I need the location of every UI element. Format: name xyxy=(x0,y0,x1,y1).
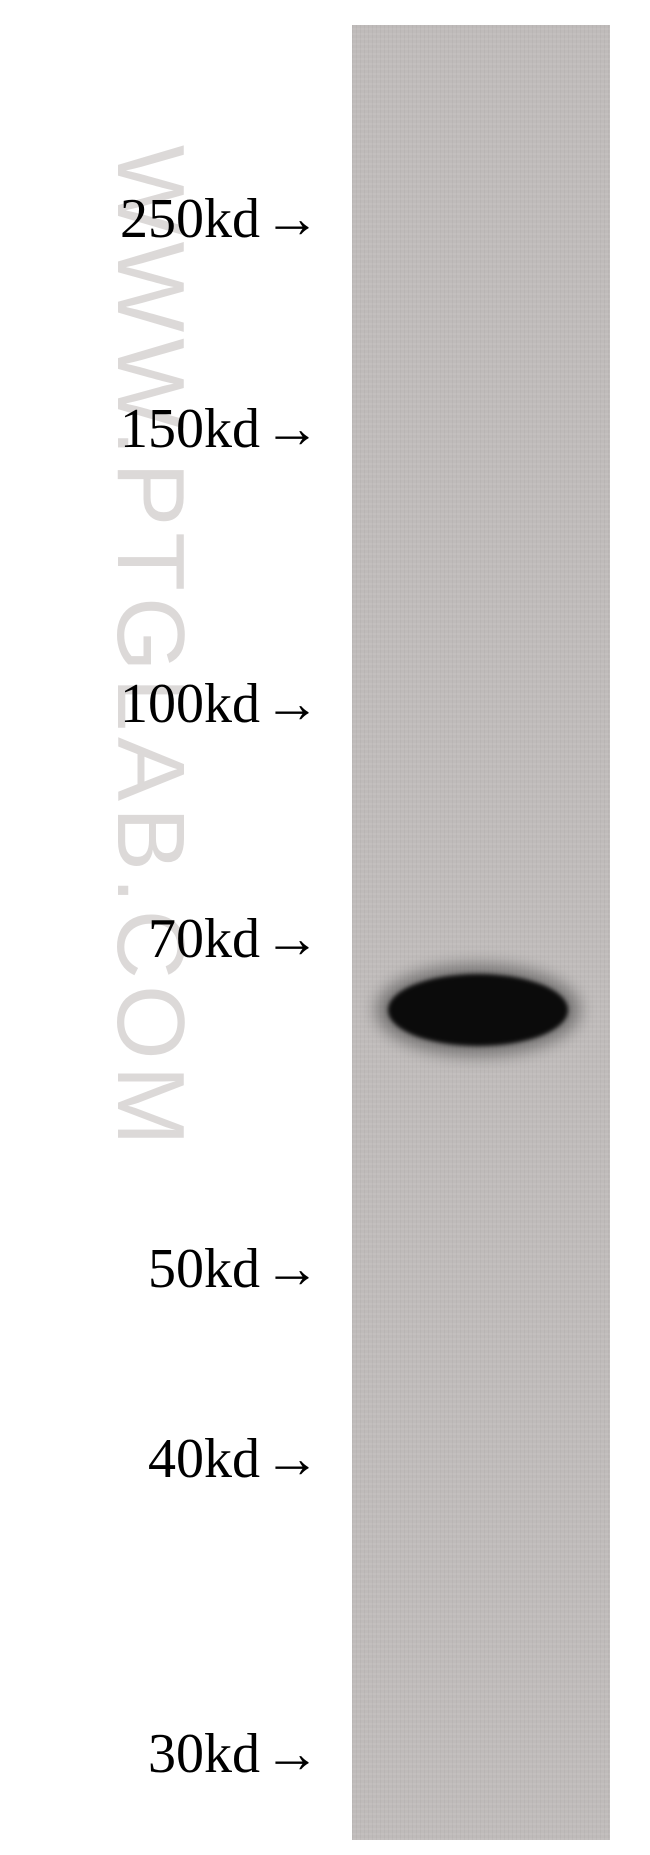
arrow-right-icon: → xyxy=(264,907,320,971)
arrow-right-icon: → xyxy=(264,397,320,461)
mw-marker-label: 30kd xyxy=(148,1722,260,1786)
arrow-right-icon: → xyxy=(264,1237,320,1301)
mw-marker: 250kd→ xyxy=(120,185,320,252)
mw-marker: 30kd→ xyxy=(148,1720,320,1787)
blot-lane xyxy=(352,25,610,1840)
arrow-right-icon: → xyxy=(264,1427,320,1491)
band xyxy=(388,974,568,1046)
arrow-right-icon: → xyxy=(264,672,320,736)
mw-marker-label: 70kd xyxy=(148,907,260,971)
arrow-right-icon: → xyxy=(264,187,320,251)
mw-marker-label: 40kd xyxy=(148,1427,260,1491)
mw-marker: 40kd→ xyxy=(148,1425,320,1492)
mw-marker: 50kd→ xyxy=(148,1235,320,1302)
mw-marker-label: 100kd xyxy=(120,672,260,736)
blot-figure: WWW.PTGLAB.COM250kd→150kd→100kd→70kd→50k… xyxy=(0,0,650,1855)
mw-marker: 100kd→ xyxy=(120,670,320,737)
watermark-text: WWW.PTGLAB.COM xyxy=(95,145,205,1152)
mw-marker-label: 50kd xyxy=(148,1237,260,1301)
arrow-right-icon: → xyxy=(264,1722,320,1786)
mw-marker: 70kd→ xyxy=(148,905,320,972)
mw-marker: 150kd→ xyxy=(120,395,320,462)
mw-marker-label: 150kd xyxy=(120,397,260,461)
mw-marker-label: 250kd xyxy=(120,187,260,251)
